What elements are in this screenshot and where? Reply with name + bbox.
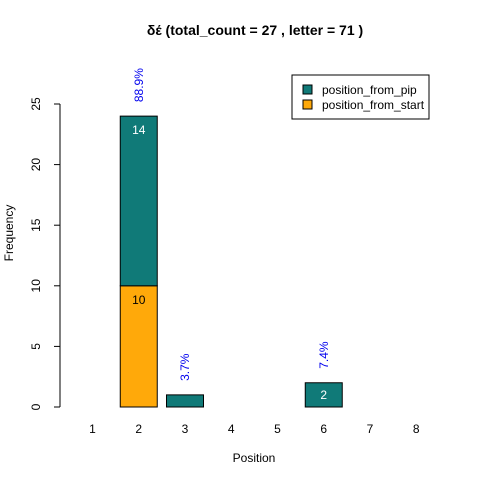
legend-label: position_from_start xyxy=(322,98,425,112)
percent-label: 7.4% xyxy=(317,341,331,369)
x-tick-label: 7 xyxy=(367,422,374,436)
x-tick-label: 6 xyxy=(320,422,327,436)
percent-label: 88.9% xyxy=(132,68,146,102)
y-axis-label: Frequency xyxy=(2,205,16,262)
x-tick-label: 8 xyxy=(413,422,420,436)
y-tick-label: 15 xyxy=(29,218,43,232)
x-tick-label: 5 xyxy=(274,422,281,436)
bar-position_from_pip xyxy=(304,382,343,408)
bar-labels: 14 10 2 88.9% 3.7% 7.4% xyxy=(132,68,331,402)
bar-value-label: 10 xyxy=(132,293,146,307)
bar-position_from_pip xyxy=(166,394,204,408)
x-tick-label: 1 xyxy=(89,422,96,436)
percent-label: 3.7% xyxy=(178,353,192,381)
legend-swatch xyxy=(302,84,313,95)
y-tick-label: 0 xyxy=(29,403,43,410)
legend-box xyxy=(291,74,430,120)
y-tick-label: 25 xyxy=(29,97,43,111)
bar-value-label: 14 xyxy=(132,123,146,137)
x-tick-label: 3 xyxy=(182,422,189,436)
bar-value-label: 2 xyxy=(320,388,327,402)
bar-position_from_pip xyxy=(119,115,158,287)
chart-title: δέ (total_count = 27 , letter = 71 ) xyxy=(147,22,363,38)
x-axis: 1 2 3 4 5 6 7 8 xyxy=(89,422,420,436)
bar-position_from_start xyxy=(119,285,158,408)
x-axis-label: Position xyxy=(233,451,276,465)
x-tick-label: 2 xyxy=(135,422,142,436)
legend-label: position_from_pip xyxy=(322,83,417,97)
x-tick-label: 4 xyxy=(228,422,235,436)
legend-swatch xyxy=(302,99,313,110)
y-tick-label: 20 xyxy=(29,158,43,172)
y-axis: 0 5 10 15 20 25 xyxy=(29,97,61,410)
y-tick-label: 10 xyxy=(29,279,43,293)
bars xyxy=(119,115,343,408)
y-tick-label: 5 xyxy=(29,343,43,350)
